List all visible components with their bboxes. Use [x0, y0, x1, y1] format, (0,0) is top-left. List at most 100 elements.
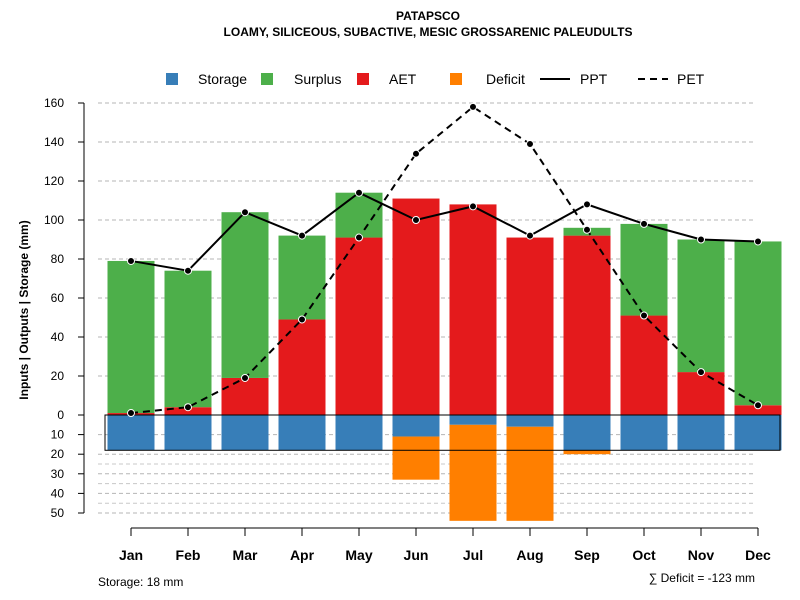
storage-bar	[677, 415, 725, 451]
legend-swatch-aet	[357, 73, 369, 85]
aet-bar	[278, 319, 326, 415]
y-tick-label: 40	[51, 330, 65, 344]
aet-bar	[734, 405, 782, 415]
y-tick-label: 0	[57, 408, 64, 422]
pet-point	[754, 401, 762, 410]
y-tick-label: 50	[51, 506, 65, 520]
x-tick-label: Jun	[404, 547, 429, 563]
y-tick-label: 20	[51, 369, 65, 383]
ppt-point	[241, 208, 249, 217]
pet-point	[184, 403, 192, 412]
surplus-bar	[107, 260, 155, 414]
surplus-bar	[734, 241, 782, 406]
storage-capacity-box	[104, 414, 781, 451]
x-tick-label: Aug	[516, 547, 543, 563]
surplus-bar	[620, 223, 668, 316]
x-tick-label: Nov	[688, 547, 715, 563]
pet-point	[583, 225, 591, 234]
deficit-bar	[506, 426, 554, 521]
x-tick-label: Mar	[233, 547, 258, 563]
storage-bar	[506, 415, 554, 427]
legend-swatch-surplus	[261, 73, 273, 85]
surplus-bar	[221, 212, 269, 378]
storage-note: Storage: 18 mm	[98, 575, 183, 589]
ppt-point	[754, 237, 762, 246]
deficit-bar	[392, 436, 440, 480]
pet-point	[355, 233, 363, 242]
aet-bar	[677, 372, 725, 415]
x-tick-label: Dec	[745, 547, 771, 563]
y-tick-label: 140	[44, 135, 64, 149]
pet-point	[469, 102, 477, 111]
chart-subtitle: LOAMY, SILICEOUS, SUBACTIVE, MESIC GROSS…	[224, 25, 633, 39]
axes: 0 20 40 60 80 100 120 140 160 10 20 30 40 50 Jan Feb Mar…	[44, 96, 771, 563]
ppt-point	[355, 188, 363, 197]
pet-point	[640, 311, 648, 320]
y-tick-label: 100	[44, 213, 64, 227]
legend-label-aet: AET	[389, 71, 417, 87]
aet-bar	[449, 204, 497, 415]
surplus-bar	[677, 239, 725, 373]
storage-bar	[620, 415, 668, 451]
aet-bar	[392, 198, 440, 415]
x-tick-label: Feb	[176, 547, 201, 563]
pet-point	[526, 139, 534, 148]
legend-swatch-storage	[166, 73, 178, 85]
storage-bar	[164, 415, 212, 451]
ppt-point	[184, 266, 192, 275]
legend-label-deficit: Deficit	[486, 71, 525, 87]
legend-label-storage: Storage	[198, 71, 247, 87]
ppt-point	[640, 219, 648, 228]
y-tick-label: 20	[51, 447, 65, 461]
surplus-bar	[164, 270, 212, 408]
pet-point	[412, 149, 420, 158]
surplus-bar	[278, 235, 326, 320]
bars	[104, 192, 782, 521]
legend-label-ppt: PPT	[580, 71, 608, 87]
ppt-point	[469, 202, 477, 211]
legend-label-surplus: Surplus	[294, 71, 341, 87]
pet-line	[130, 105, 759, 415]
ppt-line	[130, 191, 759, 272]
deficit-bar	[449, 424, 497, 521]
aet-bar	[221, 377, 269, 415]
ppt-point	[697, 235, 705, 244]
storage-bar	[221, 415, 269, 451]
x-tick-label: Apr	[290, 547, 315, 563]
x-tick-label: Sep	[574, 547, 600, 563]
y-tick-label: 80	[51, 252, 65, 266]
legend-swatch-deficit	[450, 73, 462, 85]
deficit-note: ∑ Deficit = -123 mm	[649, 571, 755, 585]
y-tick-label: 40	[51, 486, 65, 500]
aet-bar	[563, 235, 611, 415]
deficit-bar	[563, 450, 611, 455]
pet-point	[298, 315, 306, 324]
legend: Storage Surplus AET Deficit PPT PET	[166, 71, 705, 87]
x-tick-label: May	[345, 547, 372, 563]
lines	[127, 102, 762, 418]
ppt-point	[583, 200, 591, 209]
storage-bar	[107, 415, 155, 451]
storage-bar	[278, 415, 326, 451]
x-tick-label: Jul	[463, 547, 483, 563]
storage-bar	[563, 415, 611, 451]
storage-bar	[449, 415, 497, 425]
y-axis-label: Inputs | Outputs | Storage (mm)	[17, 220, 31, 399]
ppt-point	[412, 216, 420, 224]
x-tick-label: Oct	[632, 547, 656, 563]
y-tick-label: 120	[44, 174, 64, 188]
pet-point	[697, 368, 705, 377]
storage-bar	[734, 415, 782, 451]
ppt-point	[298, 231, 306, 240]
storage-bar	[335, 415, 383, 451]
x-tick-label: Jan	[119, 547, 143, 563]
aet-bar	[506, 237, 554, 415]
pet-point	[127, 409, 135, 418]
y-tick-label: 160	[44, 96, 64, 110]
ppt-point	[526, 231, 534, 240]
aet-bar	[335, 237, 383, 415]
chart-title: PATAPSCO	[396, 9, 460, 23]
y-tick-label: 10	[51, 428, 65, 442]
pet-point	[241, 373, 249, 382]
